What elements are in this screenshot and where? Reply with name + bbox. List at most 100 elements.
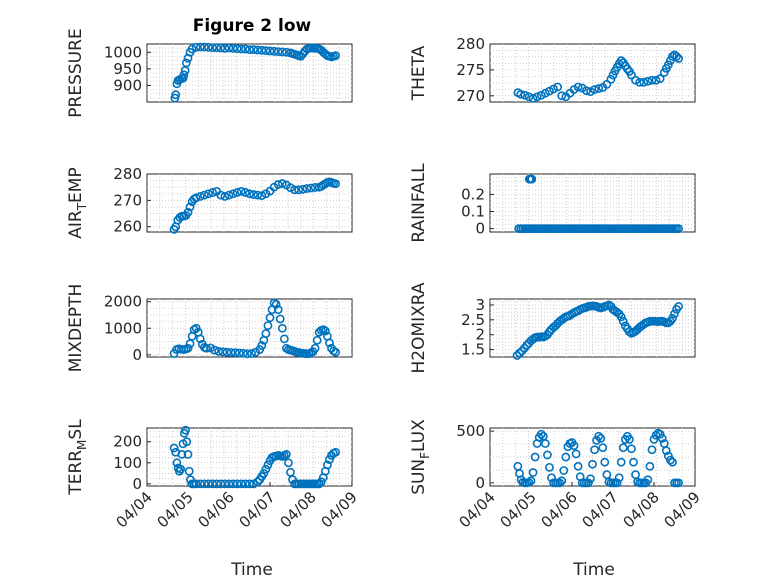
y-tick-label: 2.5 xyxy=(461,311,485,329)
data-point xyxy=(663,60,673,70)
y-tick-label: 2000 xyxy=(104,293,142,311)
y-tick-label: 0 xyxy=(132,346,142,364)
data-point xyxy=(627,444,636,454)
x-tick-label: 04/05 xyxy=(154,488,197,531)
data-point xyxy=(629,457,638,467)
data-point xyxy=(216,43,226,53)
y-tick-label: 270 xyxy=(456,87,485,105)
data-point xyxy=(216,190,226,200)
data-point xyxy=(524,92,534,102)
subplot-6: 1.522.53 H2OMIXRA xyxy=(409,282,696,374)
data-point xyxy=(208,188,217,197)
data-point xyxy=(325,338,334,348)
data-point xyxy=(185,202,195,212)
x-axis-label-right: Time xyxy=(572,560,615,580)
data-point xyxy=(275,314,285,324)
y-tick-label: 1.5 xyxy=(461,341,485,359)
data-point xyxy=(204,479,213,489)
data-point xyxy=(594,84,604,93)
data-point xyxy=(649,434,659,444)
data-point xyxy=(672,52,681,61)
data-point xyxy=(208,479,217,489)
data-point xyxy=(234,348,244,358)
data-point xyxy=(191,193,201,203)
y-tick-label: 0.2 xyxy=(461,185,485,203)
data-point xyxy=(261,464,271,474)
data-point xyxy=(573,461,583,471)
data-point xyxy=(257,191,267,201)
data-point xyxy=(191,42,201,52)
data-point xyxy=(281,449,291,459)
y-tick-label: 270 xyxy=(113,191,142,209)
data-point xyxy=(657,433,667,443)
data-point xyxy=(273,180,283,189)
data-point xyxy=(536,429,546,439)
data-point xyxy=(294,185,304,195)
data-point xyxy=(663,451,673,461)
data-point xyxy=(618,443,628,453)
data-point xyxy=(674,478,683,488)
data-point xyxy=(253,190,263,200)
data-point xyxy=(243,349,252,359)
data-point xyxy=(559,466,569,475)
data-point xyxy=(281,47,291,57)
y-tick-label: 0.1 xyxy=(461,203,485,221)
data-point xyxy=(277,323,287,333)
data-point xyxy=(647,445,657,455)
y-tick-label: 0 xyxy=(132,475,142,493)
data-point xyxy=(263,321,273,331)
data-point xyxy=(240,44,250,54)
data-point xyxy=(183,343,193,353)
data-point xyxy=(614,473,624,483)
data-point xyxy=(169,443,179,453)
data-point xyxy=(527,174,537,184)
data-point xyxy=(236,479,246,489)
data-point xyxy=(179,70,189,80)
y-axis-label-2: THETA xyxy=(409,45,429,101)
data-point xyxy=(655,429,665,439)
data-point xyxy=(253,45,263,55)
data-point xyxy=(325,455,334,465)
data-point xyxy=(625,434,634,444)
data-point xyxy=(571,449,581,459)
data-point xyxy=(655,74,665,84)
data-point xyxy=(195,479,205,489)
data-point xyxy=(557,476,567,486)
data-point xyxy=(647,75,657,85)
data-point xyxy=(238,348,248,358)
data-point xyxy=(232,479,242,489)
data-point xyxy=(249,45,258,55)
data-point xyxy=(271,299,281,309)
data-point xyxy=(210,345,220,355)
data-point xyxy=(202,343,211,353)
data-point xyxy=(195,334,205,344)
x-axis-label-left: Time xyxy=(230,560,273,580)
data-point xyxy=(639,77,649,87)
data-point xyxy=(261,329,271,338)
data-point xyxy=(214,347,224,356)
x-tick-label: 04/08 xyxy=(620,488,663,531)
data-point xyxy=(265,46,275,56)
data-point xyxy=(596,433,606,443)
y-axis-label-1: PRESSURE xyxy=(66,28,86,117)
data-point xyxy=(273,47,283,57)
data-point xyxy=(651,75,661,85)
y-tick-label: 280 xyxy=(113,165,142,183)
subplot-5: 0 1000 2000 MIXDEPTH xyxy=(66,284,353,372)
data-point xyxy=(240,479,250,489)
data-point xyxy=(220,192,230,201)
data-point xyxy=(187,44,197,54)
data-point xyxy=(612,478,622,488)
data-point xyxy=(316,477,326,487)
x-tick-label: 04/07 xyxy=(579,488,622,531)
data-point xyxy=(220,43,230,53)
data-point xyxy=(661,446,671,456)
y-tick-label: 1000 xyxy=(104,319,142,337)
y-tick-label: 100 xyxy=(113,454,142,472)
data-point xyxy=(331,51,340,60)
data-point xyxy=(284,458,293,468)
